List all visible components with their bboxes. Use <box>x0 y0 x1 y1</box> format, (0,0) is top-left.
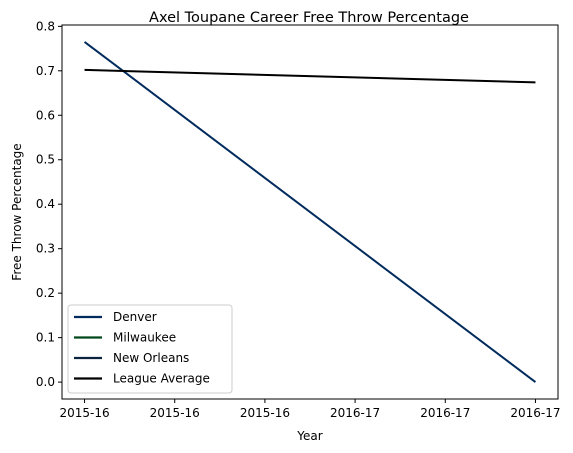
y-tick-label: 0.6 <box>36 108 55 122</box>
legend-label-milwaukee: Milwaukee <box>113 331 176 345</box>
y-tick-label: 0.2 <box>36 286 55 300</box>
x-axis-ticks: 2015-16 2015-16 2015-16 2016-17 2016-17 2016-… <box>59 399 561 420</box>
y-tick-label: 0.0 <box>36 375 55 389</box>
y-axis-title: Free Throw Percentage <box>10 143 24 280</box>
x-axis-title: Year <box>296 429 322 443</box>
plot-area-frame <box>61 24 559 400</box>
series-line-denver <box>83 41 537 383</box>
x-tick-label: 2016-17 <box>420 406 470 420</box>
chart-title: Axel Toupane Career Free Throw Percentag… <box>149 10 469 26</box>
y-tick-label: 0.8 <box>36 19 55 33</box>
series-line-league-average <box>84 68 536 84</box>
x-tick-label: 2015-16 <box>59 406 109 420</box>
legend-label-league-average: League Average <box>113 372 210 386</box>
legend-box <box>67 304 233 394</box>
legend-label-new-orleans: New Orleans <box>113 351 189 365</box>
y-axis-ticks: 0.0 0.1 0.2 0.3 0.4 0.5 0.6 0.7 0.8 <box>36 19 62 389</box>
legend: Denver Milwaukee New Orleans League Average <box>67 304 233 394</box>
legend-label-denver: Denver <box>113 310 157 324</box>
x-tick-label: 2015-16 <box>150 406 200 420</box>
y-tick-label: 0.5 <box>36 153 55 167</box>
plot-lines <box>83 41 537 383</box>
y-tick-label: 0.4 <box>36 197 55 211</box>
y-tick-label: 0.3 <box>36 242 55 256</box>
x-tick-label: 2015-16 <box>240 406 290 420</box>
y-tick-label: 0.7 <box>36 64 55 78</box>
y-tick-label: 0.1 <box>36 331 55 345</box>
x-tick-label: 2016-17 <box>330 406 380 420</box>
x-tick-label: 2016-17 <box>510 406 560 420</box>
